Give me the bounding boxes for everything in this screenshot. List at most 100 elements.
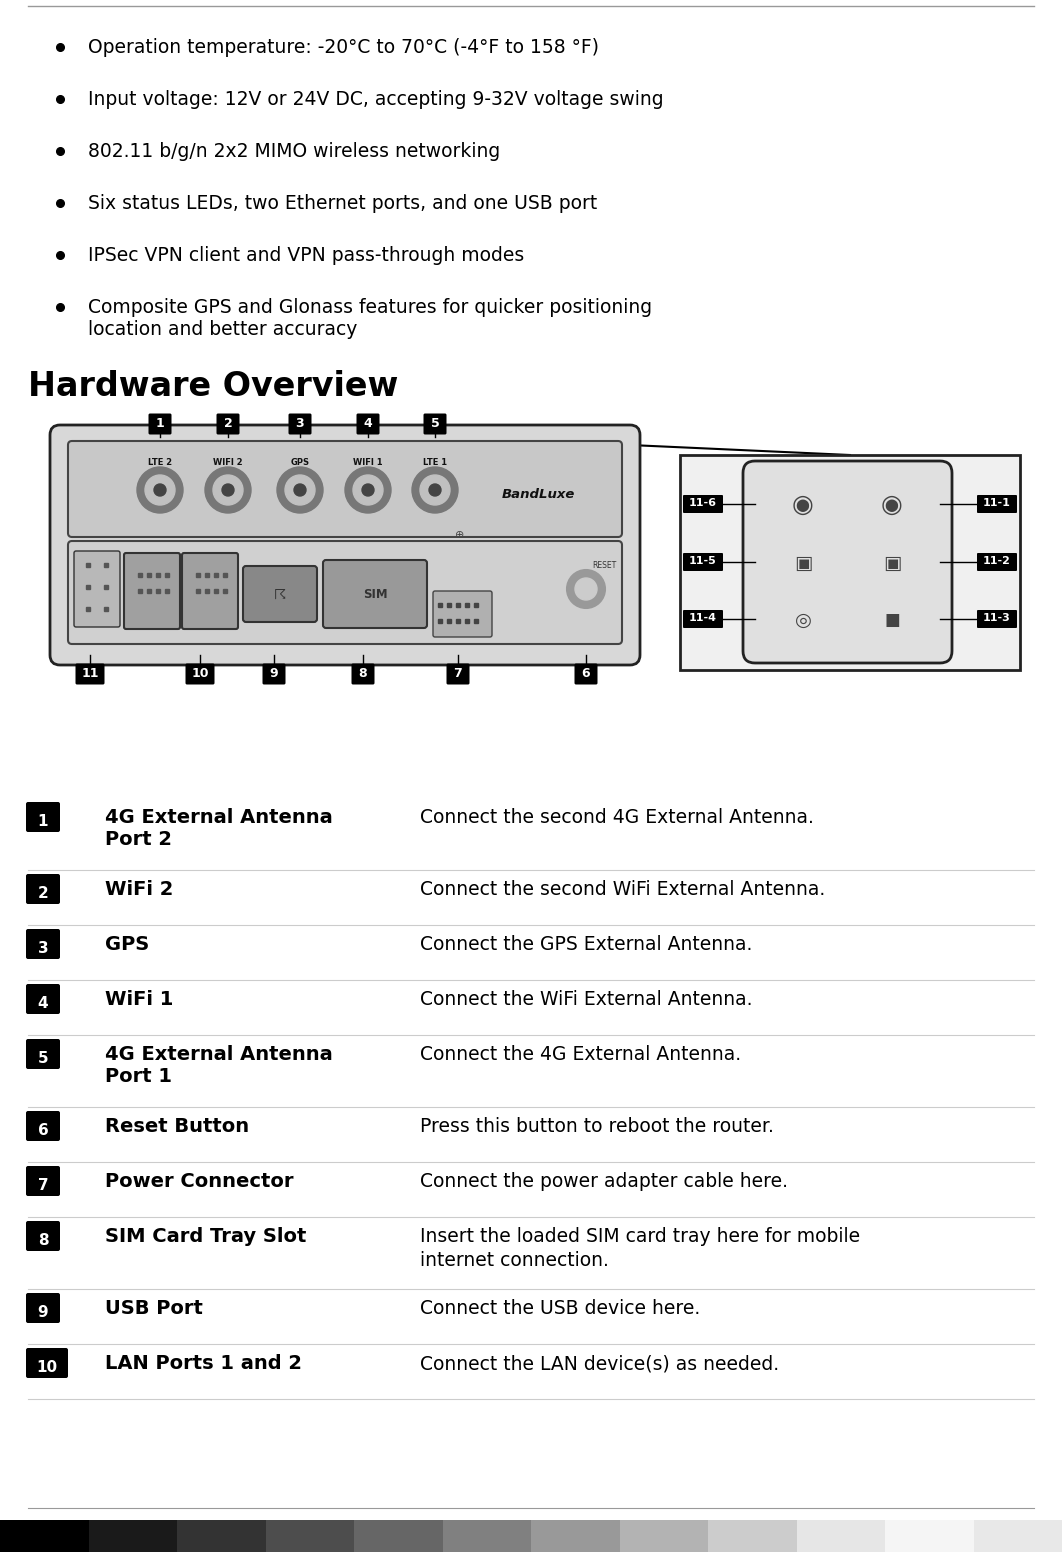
Text: TM: TM <box>1005 1533 1026 1547</box>
Text: BandLuxe: BandLuxe <box>501 487 575 500</box>
Circle shape <box>205 467 251 514</box>
Text: ◉: ◉ <box>881 494 903 517</box>
Circle shape <box>345 467 391 514</box>
Text: Input voltage: 12V or 24V DC, accepting 9-32V voltage swing: Input voltage: 12V or 24V DC, accepting … <box>88 90 664 109</box>
Text: ▣: ▣ <box>883 554 902 573</box>
Circle shape <box>575 577 597 601</box>
FancyBboxPatch shape <box>680 455 1020 670</box>
FancyBboxPatch shape <box>977 610 1017 629</box>
FancyBboxPatch shape <box>25 984 59 1013</box>
Text: 5: 5 <box>37 1051 48 1066</box>
Text: 4: 4 <box>37 996 48 1010</box>
Circle shape <box>353 475 383 504</box>
FancyBboxPatch shape <box>243 566 316 622</box>
Text: Connect the second 4G External Antenna.: Connect the second 4G External Antenna. <box>419 809 813 827</box>
FancyBboxPatch shape <box>182 553 238 629</box>
Bar <box>531 1519 619 1552</box>
FancyBboxPatch shape <box>323 560 427 629</box>
Text: ⊕: ⊕ <box>456 529 465 540</box>
FancyBboxPatch shape <box>217 413 240 435</box>
Text: 11-2: 11-2 <box>983 556 1011 566</box>
Text: WIFI 1: WIFI 1 <box>354 458 382 467</box>
Text: 11-3: 11-3 <box>983 613 1011 622</box>
Bar <box>619 1519 708 1552</box>
Text: 3: 3 <box>37 941 48 956</box>
Text: ◎: ◎ <box>794 610 811 630</box>
Text: 9: 9 <box>37 1305 48 1321</box>
Text: WIFI 2: WIFI 2 <box>213 458 243 467</box>
Bar <box>177 1519 266 1552</box>
Text: 11: 11 <box>82 667 99 680</box>
Bar <box>974 1519 1062 1552</box>
Text: ■: ■ <box>885 611 900 629</box>
FancyBboxPatch shape <box>575 664 598 684</box>
Text: Connect the power adapter cable here.: Connect the power adapter cable here. <box>419 1172 788 1190</box>
Text: Connect the USB device here.: Connect the USB device here. <box>419 1299 700 1318</box>
FancyBboxPatch shape <box>68 542 622 644</box>
Text: Reset Button: Reset Button <box>105 1117 250 1136</box>
Text: ☈: ☈ <box>274 588 286 602</box>
Text: 7: 7 <box>453 667 462 680</box>
Text: Six status LEDs, two Ethernet ports, and one USB port: Six status LEDs, two Ethernet ports, and… <box>88 194 597 213</box>
FancyBboxPatch shape <box>149 413 171 435</box>
Text: location and better accuracy: location and better accuracy <box>88 320 358 338</box>
FancyBboxPatch shape <box>50 425 640 664</box>
FancyBboxPatch shape <box>25 1166 59 1197</box>
Bar <box>88 1519 177 1552</box>
Circle shape <box>137 467 183 514</box>
Circle shape <box>429 484 441 497</box>
FancyBboxPatch shape <box>683 610 723 629</box>
Circle shape <box>362 484 374 497</box>
Text: internet connection.: internet connection. <box>419 1251 609 1270</box>
FancyBboxPatch shape <box>25 1221 59 1251</box>
Text: 5: 5 <box>430 417 440 430</box>
FancyBboxPatch shape <box>743 461 952 663</box>
Text: RESET: RESET <box>592 560 616 570</box>
Text: 1: 1 <box>38 813 48 829</box>
Text: LAN Ports 1 and 2: LAN Ports 1 and 2 <box>105 1353 302 1374</box>
Text: 4: 4 <box>363 417 373 430</box>
Circle shape <box>567 570 605 608</box>
Text: 7: 7 <box>37 1178 48 1193</box>
Text: 2: 2 <box>224 417 233 430</box>
Text: GPS: GPS <box>105 934 150 954</box>
Circle shape <box>154 484 166 497</box>
FancyBboxPatch shape <box>124 553 179 629</box>
FancyBboxPatch shape <box>25 1293 59 1322</box>
FancyBboxPatch shape <box>186 664 215 684</box>
FancyBboxPatch shape <box>433 591 492 636</box>
Text: 10: 10 <box>36 1360 57 1375</box>
FancyBboxPatch shape <box>683 553 723 571</box>
Text: Connect the second WiFi External Antenna.: Connect the second WiFi External Antenna… <box>419 880 825 899</box>
FancyBboxPatch shape <box>68 441 622 537</box>
FancyBboxPatch shape <box>977 553 1017 571</box>
FancyBboxPatch shape <box>683 495 723 514</box>
Text: 11-1: 11-1 <box>983 498 1011 508</box>
FancyBboxPatch shape <box>424 413 446 435</box>
FancyBboxPatch shape <box>25 930 59 959</box>
Text: 802.11 b/g/n 2x2 MIMO wireless networking: 802.11 b/g/n 2x2 MIMO wireless networkin… <box>88 141 500 161</box>
Text: BandLuxe: BandLuxe <box>820 1543 1022 1552</box>
FancyBboxPatch shape <box>74 551 120 627</box>
Text: Connect the LAN device(s) as needed.: Connect the LAN device(s) as needed. <box>419 1353 780 1374</box>
Circle shape <box>412 467 458 514</box>
Text: 4G External Antenna: 4G External Antenna <box>105 1044 332 1065</box>
Text: 6: 6 <box>582 667 590 680</box>
Text: SIM Card Tray Slot: SIM Card Tray Slot <box>105 1228 306 1246</box>
FancyBboxPatch shape <box>289 413 311 435</box>
Circle shape <box>285 475 315 504</box>
Text: ▣: ▣ <box>793 554 812 573</box>
Bar <box>796 1519 885 1552</box>
Bar <box>708 1519 796 1552</box>
Text: Power Connector: Power Connector <box>105 1172 293 1190</box>
Bar <box>354 1519 443 1552</box>
Text: USB Port: USB Port <box>105 1299 203 1318</box>
Bar <box>0 1519 88 1552</box>
Text: ◉: ◉ <box>792 494 813 517</box>
FancyBboxPatch shape <box>446 664 469 684</box>
Text: 11-4: 11-4 <box>689 613 717 622</box>
Bar <box>443 1519 531 1552</box>
FancyBboxPatch shape <box>25 1111 59 1141</box>
FancyBboxPatch shape <box>25 1349 68 1378</box>
Text: Insert the loaded SIM card tray here for mobile: Insert the loaded SIM card tray here for… <box>419 1228 860 1246</box>
